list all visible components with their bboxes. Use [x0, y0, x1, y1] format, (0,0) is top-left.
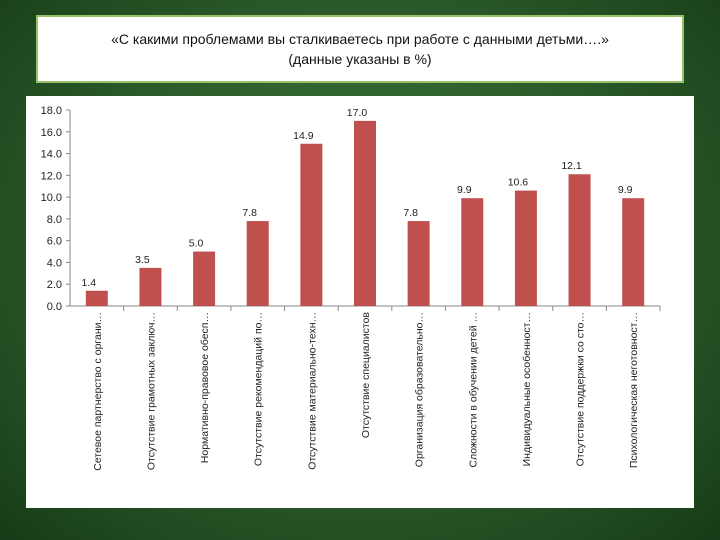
y-tick-label: 8.0 — [47, 214, 62, 226]
bar — [514, 190, 537, 306]
bar — [461, 198, 484, 306]
y-tick-label: 10.0 — [41, 192, 62, 204]
category-label: Отсутствие материально-техн… — [306, 312, 318, 470]
data-label: 5.0 — [189, 238, 204, 250]
data-label: 1.4 — [82, 277, 97, 289]
data-label: 3.5 — [135, 254, 150, 266]
data-label: 7.8 — [403, 207, 418, 219]
category-label: Организация образовательно… — [414, 312, 426, 467]
data-label: 9.9 — [457, 184, 472, 196]
data-label: 7.8 — [242, 207, 257, 219]
bar — [139, 267, 162, 306]
data-label: 9.9 — [618, 184, 633, 196]
category-label: Отсутствие рекомендаций по… — [253, 312, 265, 466]
category-label: Сетевое партнерство с органи… — [92, 312, 104, 471]
y-tick-label: 4.0 — [47, 257, 62, 269]
category-label: Отсутствие грамотных заключ… — [145, 312, 157, 470]
category-label: Психологическая неготовност… — [628, 312, 640, 468]
category-label: Нормативно-правовое обесп… — [199, 312, 211, 463]
y-tick-label: 12.0 — [41, 170, 62, 182]
y-tick-label: 2.0 — [47, 279, 62, 291]
data-label: 10.6 — [508, 177, 529, 189]
bar — [354, 120, 376, 306]
category-label: Сложности в обучении детей … — [467, 312, 479, 468]
chart-title-line-2: (данные указаны в %) — [288, 51, 432, 67]
bar — [85, 290, 108, 306]
bar — [622, 198, 645, 306]
y-tick-label: 14.0 — [41, 149, 62, 161]
y-tick-label: 18.0 — [41, 105, 62, 117]
data-label: 17.0 — [347, 107, 368, 119]
y-tick-label: 16.0 — [41, 127, 62, 139]
category-label: Индивидуальные особенност… — [521, 312, 533, 466]
bar — [300, 143, 323, 306]
bar — [193, 251, 216, 306]
chart-panel: 0.0 2.0 4.0 6.0 8.0 10.0 12.0 14.0 16.0 18.0 1.4 Се… — [26, 96, 694, 508]
bar — [407, 221, 430, 306]
bar — [568, 174, 591, 306]
category-label: Отсутствие поддержки со сто… — [575, 312, 587, 466]
data-label: 14.9 — [293, 130, 314, 142]
y-tick-label: 0.0 — [47, 301, 62, 313]
y-tick-label: 6.0 — [47, 236, 62, 248]
chart-title-line-1: «С какими проблемами вы сталкиваетесь пр… — [111, 31, 609, 47]
bar — [246, 221, 269, 306]
chart-title-box: «С какими проблемами вы сталкиваетесь пр… — [36, 15, 684, 83]
category-label: Отсутствие специалистов — [360, 312, 372, 439]
bar-chart: 0.0 2.0 4.0 6.0 8.0 10.0 12.0 14.0 16.0 18.0 1.4 Се… — [41, 105, 661, 471]
data-label: 12.1 — [561, 160, 582, 172]
